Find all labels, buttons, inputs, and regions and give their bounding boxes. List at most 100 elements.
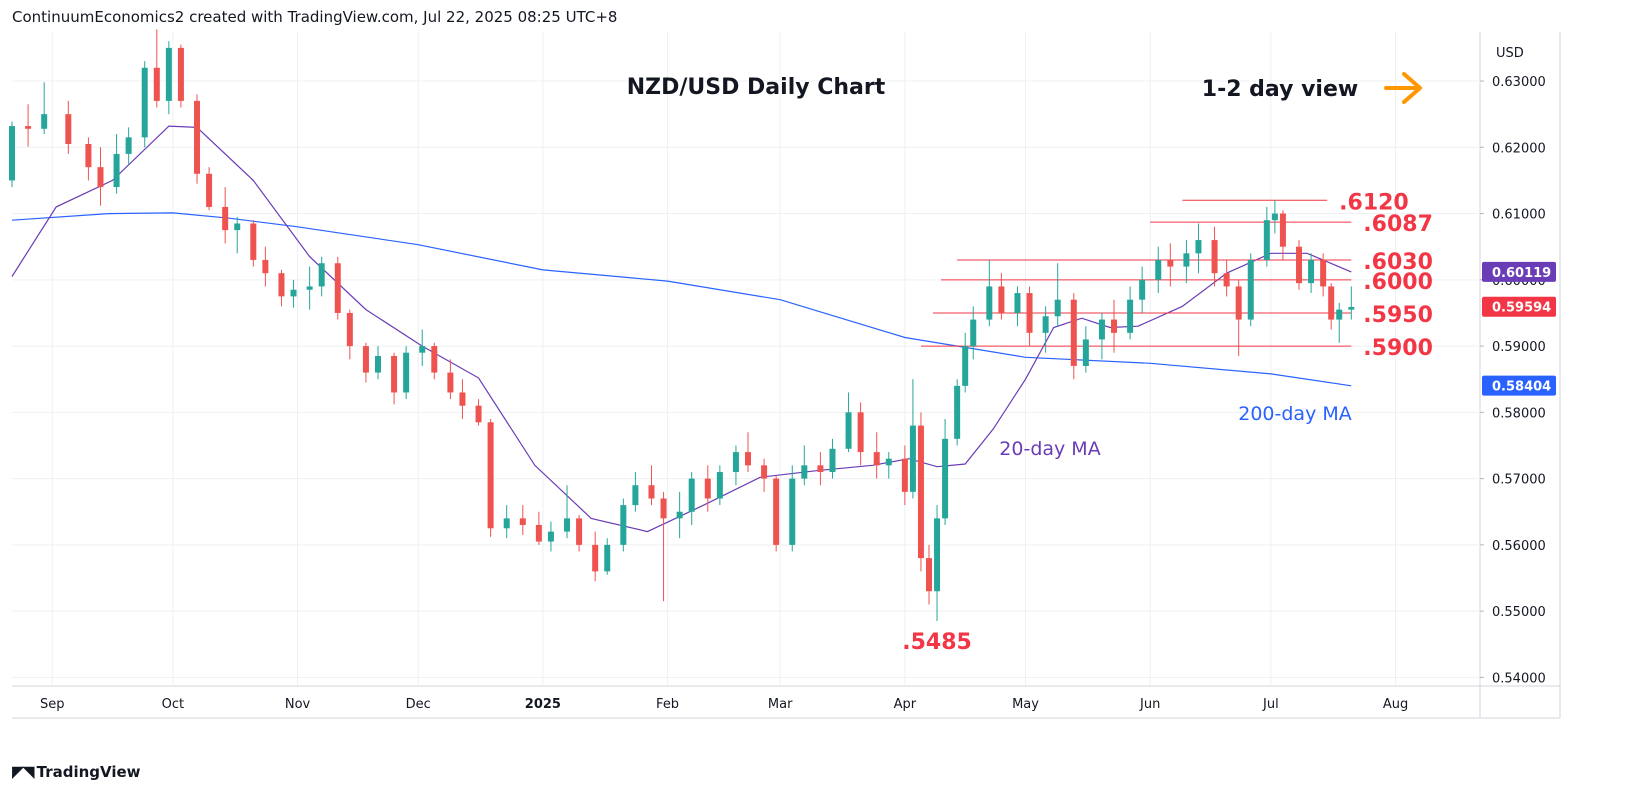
candle-body	[1328, 286, 1335, 320]
candle-body	[925, 558, 932, 592]
candle-body	[97, 167, 104, 188]
candle	[403, 346, 410, 400]
candle-body	[141, 67, 148, 138]
support-resistance-levels: .6120.6087 .6030.6000 .5950 .5900	[920, 190, 1433, 361]
candle	[909, 379, 916, 499]
candle-body	[177, 47, 184, 101]
candle-body	[459, 392, 466, 406]
candle-body	[206, 173, 213, 207]
candle	[141, 61, 148, 148]
ma20-label: 20-day MA	[999, 438, 1100, 460]
candle-body	[334, 263, 341, 313]
candle	[917, 412, 924, 572]
candle-body	[1223, 273, 1230, 287]
candle	[773, 475, 780, 552]
candle	[535, 511, 542, 545]
candle	[1336, 303, 1343, 343]
candle	[503, 505, 510, 539]
chart-grid	[12, 32, 1561, 719]
candle	[1070, 293, 1077, 380]
view-label: 1-2 day view	[1202, 77, 1358, 102]
candle-body	[65, 114, 72, 144]
candle-body	[194, 100, 201, 174]
candle-body	[362, 346, 369, 373]
price-tick-label: 0.59000	[1492, 340, 1546, 355]
candle-body	[732, 452, 739, 472]
time-tick-label: Nov	[285, 697, 311, 712]
price-tick-label: 0.55000	[1492, 605, 1546, 620]
tradingview-logo[interactable]: ◤◥ TradingView	[12, 762, 141, 781]
candle	[547, 521, 554, 552]
candle-body	[306, 286, 313, 290]
price-badge: 0.58404	[1482, 375, 1556, 396]
candle	[901, 445, 908, 506]
candle-body	[1042, 316, 1049, 333]
candle-body	[632, 485, 639, 506]
candle-body	[85, 143, 92, 168]
candle	[447, 359, 454, 400]
time-tick-label: Jun	[1139, 697, 1160, 712]
candle	[459, 379, 466, 419]
candle-body	[290, 289, 297, 297]
candle	[194, 94, 201, 184]
time-tick-label: Jul	[1262, 697, 1279, 712]
candle-body	[1139, 279, 1146, 300]
candle	[391, 352, 398, 405]
candle	[177, 44, 184, 108]
candle	[234, 216, 241, 254]
candle-body	[165, 47, 172, 101]
candle	[41, 82, 48, 135]
candle	[1139, 266, 1146, 313]
candle	[374, 346, 381, 380]
candle-body	[391, 356, 398, 393]
candle-body	[676, 511, 683, 519]
candle	[1111, 299, 1118, 353]
candle-body	[934, 518, 941, 592]
candle	[318, 256, 325, 297]
candles	[9, 29, 1355, 622]
level-label: .6000	[1363, 270, 1433, 295]
candle-body	[761, 465, 768, 479]
candle	[1211, 226, 1218, 287]
candle	[487, 418, 494, 537]
candle-body	[9, 126, 15, 181]
candle	[125, 127, 132, 164]
candle	[604, 538, 611, 575]
level-label: .5900	[1363, 336, 1433, 361]
candle	[761, 458, 768, 492]
candle-body	[403, 352, 410, 393]
candle	[954, 379, 961, 446]
candle	[113, 134, 120, 194]
candle	[153, 29, 160, 108]
candle	[1026, 286, 1033, 347]
candle	[250, 220, 257, 267]
candle	[745, 432, 752, 472]
candle-body	[620, 505, 627, 545]
candle-body	[1014, 293, 1021, 313]
candle-body	[1111, 319, 1118, 333]
candle	[9, 121, 15, 188]
candle-body	[962, 346, 969, 386]
candle-body	[901, 458, 908, 492]
candle-body	[604, 544, 611, 572]
candle-body	[1211, 240, 1218, 274]
candle-body	[1183, 253, 1190, 267]
candle-body	[789, 478, 796, 545]
candle-body	[41, 114, 48, 129]
candle	[1183, 240, 1190, 284]
time-tick-label: Apr	[894, 697, 917, 712]
candle-body	[917, 425, 924, 559]
candle	[970, 306, 977, 360]
price-tick-label: 0.56000	[1492, 539, 1546, 554]
candle-body	[716, 471, 723, 499]
candle	[1348, 286, 1355, 320]
tradingview-logo-icon: ◤◥	[12, 762, 35, 781]
candle-body	[592, 544, 599, 572]
candle-body	[660, 498, 667, 519]
candle	[1155, 246, 1162, 294]
candle-body	[25, 126, 32, 129]
candle	[1014, 286, 1021, 327]
candle	[222, 187, 229, 244]
price-tick-label: 0.63000	[1492, 75, 1546, 90]
